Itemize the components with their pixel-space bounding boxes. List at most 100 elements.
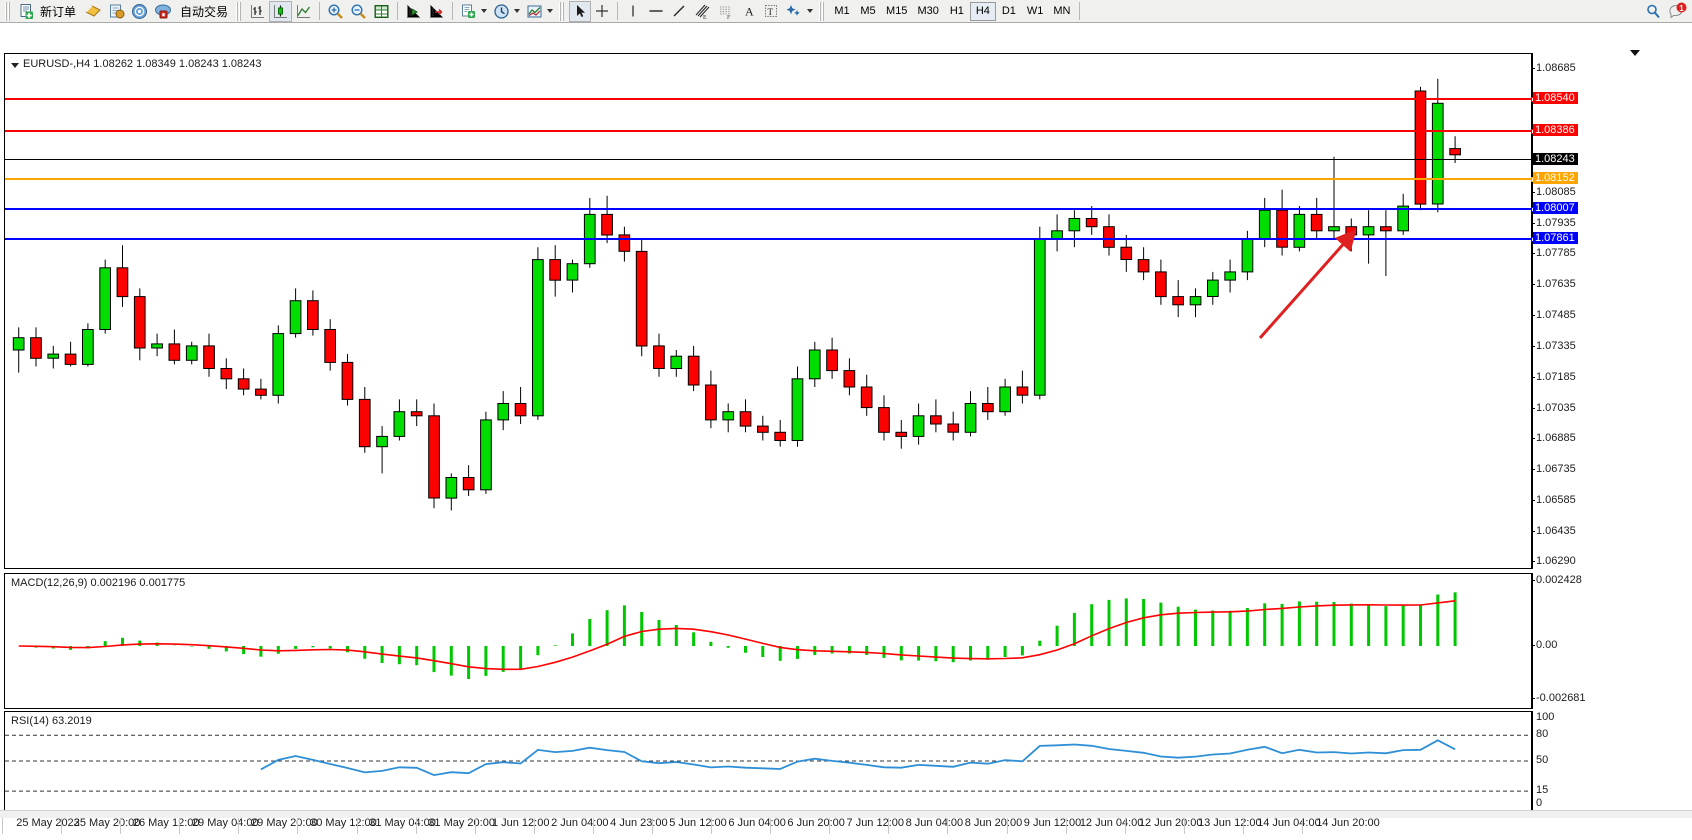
chevron-down-icon-4[interactable]	[807, 9, 814, 13]
timeframe-d1[interactable]: D1	[1001, 5, 1016, 17]
text-label-icon[interactable]: A	[738, 1, 760, 22]
time-tick-label: 7 Jun 12:00	[846, 817, 905, 829]
price-tick-mark	[1532, 345, 1535, 347]
toolbar-grip[interactable]	[5, 1, 12, 21]
time-tick-separator	[652, 814, 653, 834]
price-tick-mark	[1532, 438, 1535, 440]
timeframe-w1[interactable]: W1	[1026, 5, 1044, 17]
cursor-icon[interactable]	[569, 0, 592, 22]
time-tick-label: 31 May 04:00	[369, 817, 436, 829]
expert-advisors-icon[interactable]	[81, 1, 105, 22]
price-tick-mark	[1532, 68, 1535, 70]
crosshair-icon[interactable]	[591, 1, 613, 22]
price-tick-label: 1.07485	[1536, 309, 1576, 322]
time-tick-separator	[1183, 814, 1185, 834]
price-tick-label: 1.06735	[1536, 463, 1576, 476]
price-tick-label: 1.06290	[1536, 554, 1576, 567]
toolbar-grip-4[interactable]	[819, 1, 827, 21]
macd-pane[interactable]: MACD(12,26,9) 0.002196 0.001775	[4, 573, 1532, 709]
macd-axis[interactable]: 0.002428 0.00 -0.002681	[1532, 573, 1692, 709]
chart-collapse-caret[interactable]	[1630, 50, 1640, 56]
toolbar-separator-3	[452, 2, 454, 20]
timeframe-m30[interactable]: M30	[917, 5, 939, 17]
text-box-icon[interactable]: T	[760, 1, 782, 22]
templates-icon[interactable]	[457, 1, 490, 22]
timeframe-mn[interactable]: MN	[1053, 5, 1071, 17]
chart-autoscroll-icon[interactable]	[425, 1, 448, 22]
timeframe-m15[interactable]: M15	[886, 5, 908, 17]
toolbar-grip-2[interactable]	[236, 1, 244, 21]
macd-tick-label: 0.00	[1536, 639, 1558, 651]
timeframe-h4[interactable]: H4	[969, 1, 996, 21]
rsi-pane[interactable]: RSI(14) 63.2019	[4, 711, 1532, 811]
auto-trading-button[interactable]: 自动交易	[175, 1, 233, 22]
period-icon[interactable]	[490, 1, 523, 22]
notification-icon[interactable]: 1	[1665, 1, 1690, 22]
time-tick-separator	[238, 814, 240, 834]
price-tick-mark	[1532, 315, 1535, 317]
time-tick-label: 12 Jun 04:00	[1079, 817, 1144, 829]
objects-icon[interactable]	[782, 1, 816, 22]
toolbar-separator-2	[397, 2, 399, 20]
fibonacci-icon[interactable]: F	[714, 1, 738, 22]
price-tick-label: 1.07035	[1536, 401, 1576, 414]
zoom-out-icon[interactable]	[347, 1, 370, 22]
macd-plot	[18, 592, 1457, 679]
trendline-icon[interactable]	[668, 1, 690, 22]
candlestick-chart-icon[interactable]	[269, 0, 293, 22]
data-window-icon[interactable]	[105, 1, 128, 22]
rsi-axis-line	[1532, 711, 1533, 811]
line-chart-icon[interactable]	[292, 1, 315, 22]
rsi-axis[interactable]: 100 80 50 15 0	[1532, 711, 1692, 811]
svg-text:1: 1	[1679, 4, 1684, 13]
macd-tick-label: 0.002428	[1536, 574, 1582, 586]
chart-menu-arrow-icon[interactable]	[11, 63, 19, 68]
time-tick-separator	[1242, 814, 1244, 834]
search-icon[interactable]	[1642, 1, 1665, 22]
chevron-down-icon-3[interactable]	[547, 9, 554, 13]
svg-text:F: F	[727, 15, 731, 20]
price-tick-label: 1.08685	[1536, 62, 1576, 75]
timeframe-h1[interactable]: H1	[949, 5, 964, 17]
price-tick-mark	[1532, 407, 1535, 409]
toolbar-grip-3[interactable]	[559, 1, 567, 21]
macd-axis-line	[1532, 573, 1533, 709]
time-tick-separator	[533, 814, 535, 834]
timeframe-m1[interactable]: M1	[834, 5, 850, 17]
toolbar-separator-4	[617, 2, 619, 20]
bar-chart-icon[interactable]	[246, 1, 269, 22]
price-pane[interactable]: EURUSD-,H4 1.08262 1.08349 1.08243 1.082…	[4, 53, 1532, 569]
new-order-label: 新订单	[40, 4, 77, 19]
vertical-line-icon[interactable]	[622, 1, 644, 22]
time-tick-separator	[770, 814, 772, 834]
equidistant-channel-icon[interactable]: E	[690, 1, 714, 22]
new-order-button[interactable]: 新订单	[15, 1, 81, 22]
indicators-icon[interactable]	[523, 1, 556, 22]
time-tick-label: 14 Jun 20:00	[1316, 817, 1380, 829]
chart-shift-icon[interactable]	[402, 1, 425, 22]
time-tick-label: 6 Jun 20:00	[787, 817, 845, 829]
time-tick-label: 30 May 12:00	[310, 817, 377, 829]
horizontal-line-icon[interactable]	[644, 1, 668, 22]
time-tick-label: 25 May 20:00	[73, 817, 141, 829]
time-tick-separator	[415, 814, 417, 834]
main-toolbar: 新订单 自动交易	[0, 0, 1692, 23]
macd-label: MACD(12,26,9) 0.002196 0.001775	[11, 577, 186, 589]
time-tick-label: 13 Jun 12:00	[1198, 817, 1262, 829]
chevron-down-icon-2[interactable]	[514, 9, 521, 13]
chart-grid-icon[interactable]	[370, 1, 393, 22]
time-tick-label: 25 May 2023	[16, 817, 80, 829]
symbol-ohlc-label: EURUSD-,H4 1.08262 1.08349 1.08243 1.082…	[23, 58, 262, 70]
toolbar-separator	[319, 2, 321, 20]
zoom-in-icon[interactable]	[324, 1, 347, 22]
timeframe-m5[interactable]: M5	[860, 5, 876, 17]
price-tick-label: 1.07635	[1536, 278, 1576, 291]
chevron-down-icon[interactable]	[481, 9, 488, 13]
chart-area[interactable]: EURUSD-,H4 1.08262 1.08349 1.08243 1.082…	[0, 23, 1692, 840]
price-tick-mark	[1532, 530, 1535, 532]
market-icon[interactable]	[151, 1, 175, 22]
macd-tick-mark	[1532, 645, 1535, 646]
horizontal-scroll-strip[interactable]	[0, 810, 1692, 818]
price-axis[interactable]: 1.08685 1.08085 1.07935 1.07785 1.07635 1.074…	[1532, 53, 1692, 569]
signals-icon[interactable]	[128, 1, 151, 22]
